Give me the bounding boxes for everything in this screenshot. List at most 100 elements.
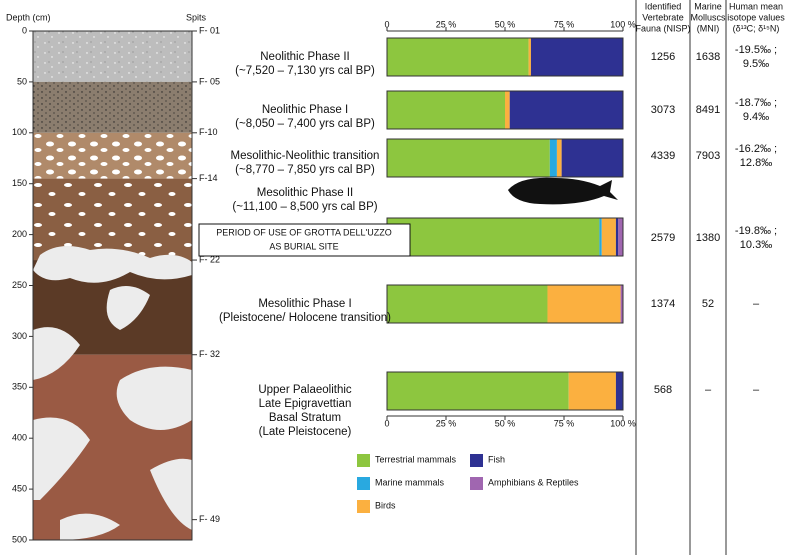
bar-frame	[386, 284, 624, 324]
spits-label: Spits	[186, 12, 207, 22]
rock	[33, 246, 192, 283]
y-tick-label: 350	[12, 382, 27, 392]
bar-segment	[509, 91, 623, 129]
legend-label: Amphibians & Reptiles	[488, 477, 579, 487]
table-cell: 12.8‰	[740, 157, 772, 169]
legend-label: Birds	[375, 500, 396, 510]
bar-segment	[568, 372, 616, 410]
y-tick-label: 500	[12, 534, 27, 544]
bar-segment	[615, 218, 619, 256]
bar-segment	[618, 218, 623, 256]
x-tick-label: 100 %	[610, 19, 636, 29]
bar-segment	[599, 218, 602, 256]
bar-segment	[387, 139, 550, 177]
x-tick-label: 100 %	[610, 418, 636, 428]
bar-segment	[547, 285, 621, 323]
table-cell: 8491	[696, 104, 720, 116]
bar-frame	[386, 90, 624, 130]
depth-axis-label: Depth (cm)	[6, 12, 51, 22]
bar-segment	[556, 139, 562, 177]
bar-frame	[386, 371, 624, 411]
y-tick-label: 200	[12, 229, 27, 239]
legend-label: Terrestrial mammals	[375, 454, 457, 464]
phase-label: Upper Palaeolithic	[258, 384, 352, 396]
whale-icon	[508, 177, 618, 205]
table-cell: 10.3‰	[740, 239, 772, 251]
x-tick-label: 25 %	[436, 418, 457, 428]
phase-label: Mesolithic-Neolithic transition	[231, 150, 380, 162]
spit-label: F-14	[199, 173, 218, 183]
bar-segment	[505, 91, 510, 129]
legend-swatch	[357, 500, 370, 513]
phase-label: Neolithic Phase I	[262, 104, 348, 116]
y-tick-label: 400	[12, 433, 27, 443]
y-tick-label: 250	[12, 280, 27, 290]
table-cell: 1256	[651, 51, 675, 63]
table-cell: 9.5‰	[743, 58, 769, 70]
legend-label: Fish	[488, 454, 505, 464]
table-header: Fauna (NISP)	[635, 23, 690, 33]
table-cell: –	[753, 384, 760, 396]
bar-segment	[387, 372, 569, 410]
rock	[106, 286, 150, 330]
bar-segment	[601, 218, 616, 256]
phase-note: (~8,770 – 7,850 yrs cal BP)	[235, 164, 375, 176]
rock	[33, 327, 80, 380]
legend-swatch	[470, 454, 483, 467]
phase-label: Mesolithic Phase I	[258, 298, 351, 310]
table-cell: 2579	[651, 232, 675, 244]
legend-swatch	[357, 477, 370, 490]
table-cell: -18.7‰ ;	[735, 97, 777, 109]
bar-segment	[530, 38, 623, 76]
x-tick-label: 75 %	[554, 19, 575, 29]
phase-note: (~11,100 – 8,500 yrs cal BP)	[232, 201, 377, 213]
table-cell: –	[705, 384, 712, 396]
bar-segment	[387, 218, 600, 256]
spit-label: F- 49	[199, 514, 220, 524]
bar-segment	[387, 285, 548, 323]
x-tick-label: 0	[384, 19, 389, 29]
spit-label: F- 01	[199, 25, 220, 35]
y-tick-label: 300	[12, 331, 27, 341]
bar-segment	[620, 285, 623, 323]
rock	[33, 417, 90, 500]
table-header: Human mean	[729, 1, 783, 11]
x-tick-label: 50 %	[495, 418, 516, 428]
table-header: (MNI)	[697, 23, 720, 33]
bar-segment	[528, 38, 531, 76]
y-tick-label: 50	[17, 76, 27, 86]
bar-segment	[561, 139, 623, 177]
bar-segment	[387, 91, 505, 129]
table-cell: –	[753, 298, 760, 310]
phase-note: (~8,050 – 7,400 yrs cal BP)	[235, 118, 375, 130]
legend-swatch	[357, 454, 370, 467]
bar-frame	[386, 37, 624, 77]
legend-label: Marine mammals	[375, 477, 445, 487]
spit-label: F-10	[199, 127, 218, 137]
y-tick-label: 150	[12, 178, 27, 188]
table-cell: 9.4‰	[743, 111, 769, 123]
table-cell: -19.8‰ ;	[735, 225, 777, 237]
spit-label: F- 05	[199, 76, 220, 86]
table-cell: 1638	[696, 51, 720, 63]
table-cell: 7903	[696, 150, 720, 162]
phase-label: Neolithic Phase II	[260, 51, 350, 63]
table-cell: 52	[702, 298, 714, 310]
layer	[33, 178, 192, 261]
layer	[33, 31, 192, 82]
phase-note: (~7,520 – 7,130 yrs cal BP)	[235, 65, 375, 77]
phase-note: Basal Stratum	[269, 412, 341, 424]
layer	[33, 81, 192, 133]
bar-segment	[549, 139, 557, 177]
bar-segment	[387, 38, 529, 76]
rock	[116, 366, 192, 430]
phase-label: Mesolithic Phase II	[257, 187, 354, 199]
table-cell: 1380	[696, 232, 720, 244]
phase-note: Late Epigravettian	[259, 398, 352, 410]
x-tick-label: 0	[384, 418, 389, 428]
table-cell: 3073	[651, 104, 675, 116]
table-cell: -16.2‰ ;	[735, 143, 777, 155]
spit-label: F- 22	[199, 254, 220, 264]
rock	[60, 513, 120, 540]
